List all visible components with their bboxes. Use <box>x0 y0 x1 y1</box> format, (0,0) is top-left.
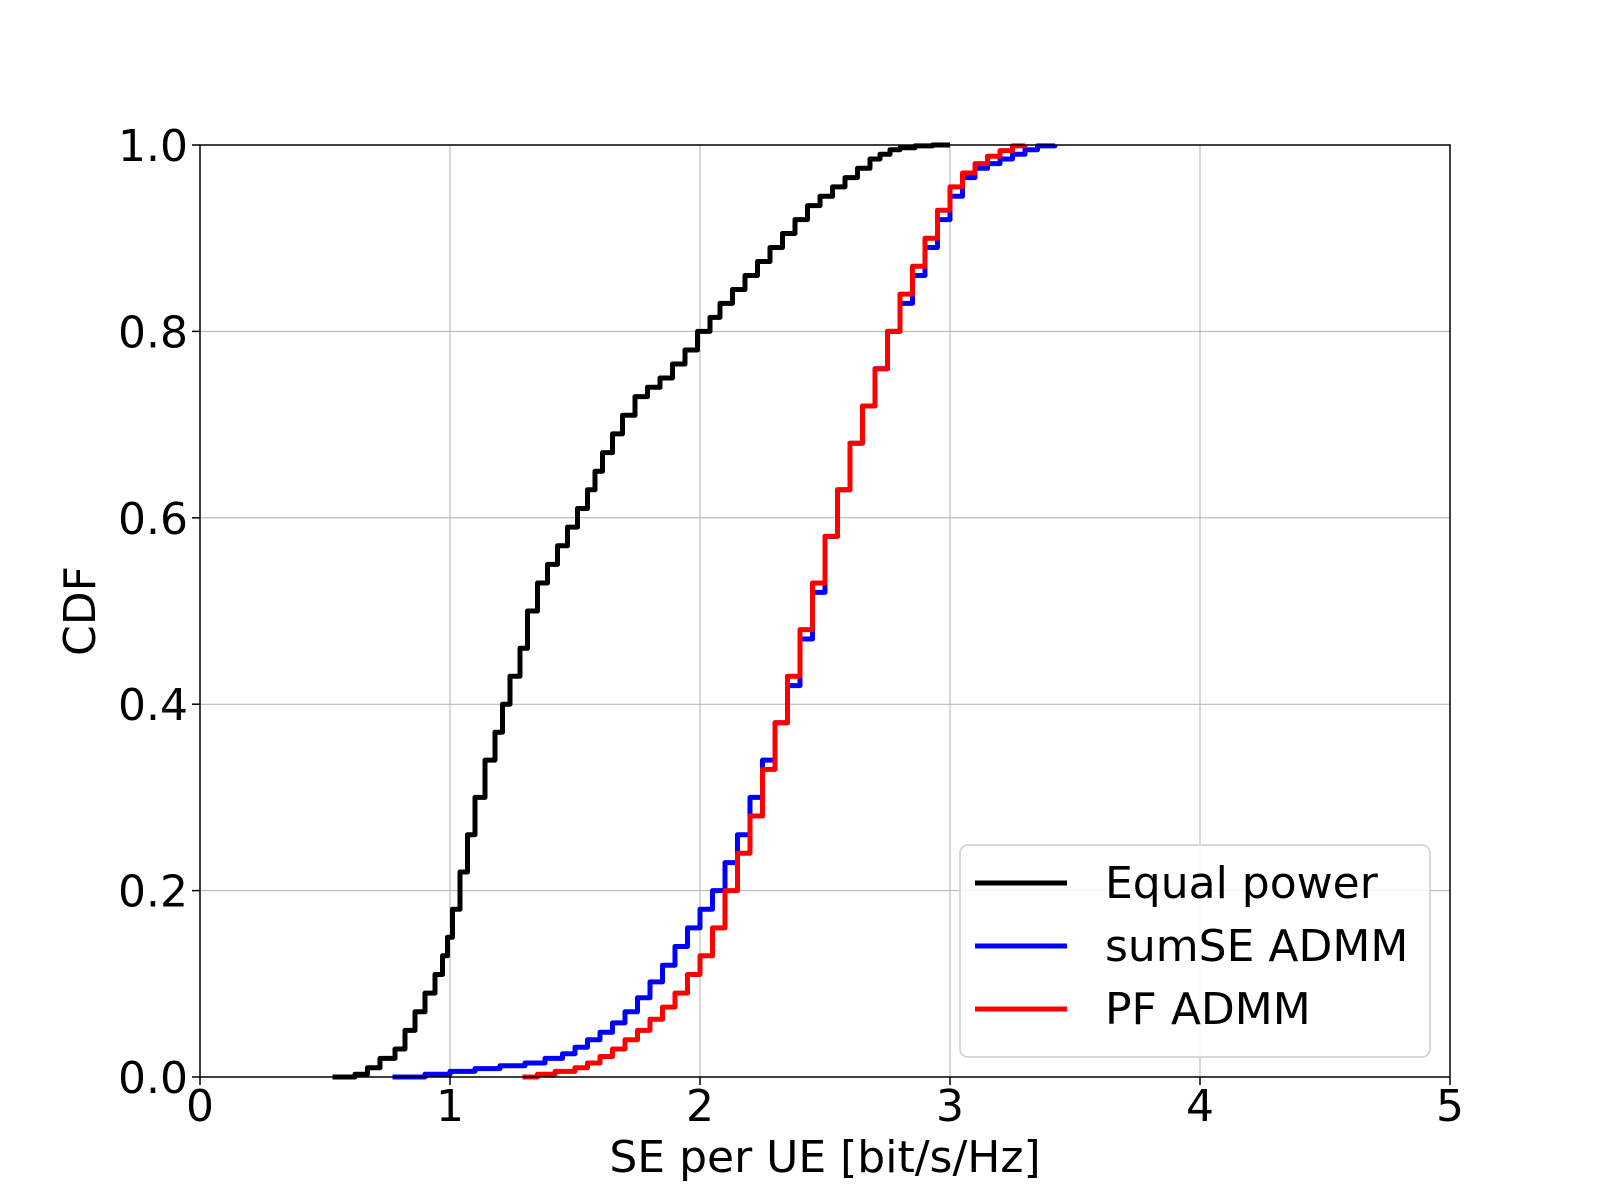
plot-frame <box>199 144 1451 1078</box>
y-tick-label: 0.0 <box>118 1053 188 1104</box>
x-tick-label: 5 <box>1436 1081 1464 1132</box>
tick-marks <box>192 144 1451 1085</box>
series-line-2 <box>522 143 1028 1080</box>
x-tick-label: 1 <box>436 1081 464 1132</box>
x-axis-label: SE per UE [bit/s/Hz] <box>609 1132 1040 1183</box>
y-tick-label: 0.4 <box>118 680 188 731</box>
legend-label: PF ADMM <box>1105 984 1311 1035</box>
x-tick-label: 4 <box>1186 1081 1214 1132</box>
x-tick-label: 3 <box>936 1081 964 1132</box>
tick-labels: 0 1 2 3 4 5 0.0 0.2 0.4 0.6 0.8 1.0 <box>118 121 1464 1132</box>
series-line-1 <box>392 143 1058 1080</box>
y-axis-label: CDF <box>55 566 106 656</box>
y-tick-label: 0.8 <box>118 307 188 358</box>
y-tick-label: 0.6 <box>118 494 188 545</box>
legend-label: Equal power <box>1105 858 1379 909</box>
x-tick-label: 2 <box>686 1081 714 1132</box>
legend: Equal power sumSE ADMM PF ADMM <box>959 844 1431 1058</box>
legend-label: sumSE ADMM <box>1105 921 1408 972</box>
series-layer <box>332 142 1058 1080</box>
legend-box <box>959 844 1431 1058</box>
series-line-0 <box>332 142 950 1080</box>
y-tick-label: 1.0 <box>118 121 188 172</box>
x-tick-label: 0 <box>186 1081 214 1132</box>
y-tick-label: 0.2 <box>118 867 188 918</box>
grid-lines <box>200 145 1450 1077</box>
